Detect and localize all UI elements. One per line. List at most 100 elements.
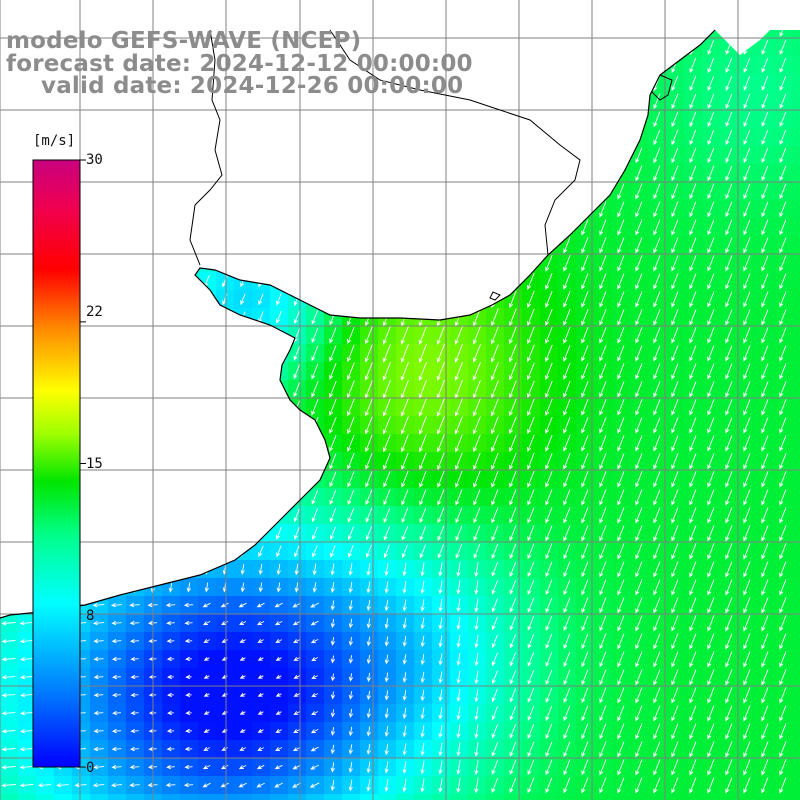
wind-arrow: [617, 57, 625, 74]
wind-cell: [378, 218, 397, 237]
wind-arrow: [545, 777, 553, 794]
wind-arrow: [257, 165, 265, 182]
wind-arrow: [402, 636, 407, 647]
wind-arrow: [183, 602, 194, 608]
wind-arrow: [779, 165, 787, 182]
wind-cell: [468, 92, 487, 111]
wind-arrow: [111, 746, 122, 752]
wind-arrow: [131, 111, 139, 128]
wind-arrow: [23, 453, 31, 470]
wind-arrow: [653, 165, 661, 182]
wind-arrow: [725, 453, 733, 470]
wind-arrow: [617, 453, 625, 470]
wind-cell: [432, 272, 451, 291]
wind-arrow: [779, 183, 787, 200]
wind-cell: [468, 218, 487, 237]
wind-arrow: [653, 543, 661, 560]
wind-arrow: [167, 692, 174, 698]
wind-cell: [270, 506, 289, 525]
wind-arrow: [294, 582, 299, 593]
wind-arrow: [365, 452, 373, 470]
wind-arrow: [474, 634, 479, 649]
wind-arrow: [111, 674, 122, 680]
wind-arrow: [185, 381, 193, 397]
wind-arrow: [581, 363, 589, 380]
wind-arrow: [5, 544, 13, 559]
wind-arrow: [436, 398, 445, 417]
wind-arrow: [779, 345, 787, 362]
wind-arrow: [599, 435, 607, 452]
wind-arrow: [707, 507, 715, 524]
wind-arrow: [347, 508, 355, 523]
wind-cell: [324, 146, 343, 165]
wind-arrow: [257, 329, 264, 342]
wind-arrow: [545, 633, 553, 649]
wind-cell: [360, 794, 379, 800]
wind-arrow: [347, 545, 354, 558]
wind-cell: [306, 254, 325, 273]
wind-arrow: [311, 693, 319, 697]
wind-arrow: [707, 363, 715, 380]
wind-arrow: [653, 633, 661, 650]
wind-cell: [396, 146, 415, 165]
wind-arrow: [131, 201, 139, 218]
wind-arrow: [365, 434, 373, 453]
wind-cell: [792, 380, 800, 399]
wind-cell: [360, 182, 379, 201]
wind-cell: [630, 92, 649, 111]
wind-cell: [252, 506, 271, 525]
wind-arrow: [96, 581, 101, 594]
wind-arrow: [599, 525, 607, 542]
wind-arrow: [330, 727, 336, 736]
wind-arrow: [130, 728, 139, 734]
wind-arrow: [707, 615, 715, 632]
wind-arrow: [725, 741, 733, 758]
wind-arrow: [671, 309, 679, 326]
wind-cell: [702, 30, 721, 39]
wind-arrow: [203, 728, 210, 733]
wind-arrow: [617, 93, 625, 110]
wind-cell: [486, 92, 505, 111]
wind-arrow: [599, 507, 607, 524]
wind-arrow: [689, 489, 697, 506]
wind-arrow: [635, 435, 643, 452]
wind-arrow: [563, 273, 571, 290]
wind-arrow: [294, 563, 299, 576]
wind-cell: [324, 110, 343, 129]
wind-arrow: [671, 561, 679, 578]
wind-arrow: [689, 345, 697, 362]
wind-arrow: [293, 674, 300, 679]
wind-arrow: [420, 562, 425, 577]
wind-arrow: [311, 274, 319, 289]
wind-cell: [108, 542, 127, 561]
wind-arrow: [167, 472, 175, 487]
wind-cell: [180, 506, 199, 525]
wind-cell: [234, 362, 253, 381]
wind-arrow: [113, 399, 121, 416]
wind-arrow: [563, 687, 571, 704]
wind-arrow: [275, 129, 283, 146]
wind-arrow: [653, 111, 661, 128]
wind-cell: [522, 30, 541, 39]
wind-cell: [792, 488, 800, 507]
border-line-2: [329, 29, 581, 256]
wind-cell: [270, 398, 289, 417]
wind-cell: [450, 236, 469, 255]
wind-arrow: [221, 417, 229, 434]
wind-arrow: [617, 561, 625, 578]
wind-arrow: [491, 75, 499, 92]
wind-cell: [126, 200, 145, 219]
wind-cell: [702, 794, 721, 800]
wind-arrow: [168, 563, 173, 576]
wind-cell: [432, 254, 451, 273]
wind-cell: [558, 218, 577, 237]
wind-arrow: [23, 489, 31, 506]
wind-arrow: [761, 615, 769, 632]
wind-arrow: [491, 598, 499, 613]
wind-arrow: [239, 111, 247, 128]
wind-arrow: [653, 525, 661, 542]
wind-arrow: [671, 399, 679, 416]
wind-arrow: [275, 656, 282, 661]
wind-arrow: [581, 30, 589, 38]
wind-cell: [342, 218, 361, 237]
